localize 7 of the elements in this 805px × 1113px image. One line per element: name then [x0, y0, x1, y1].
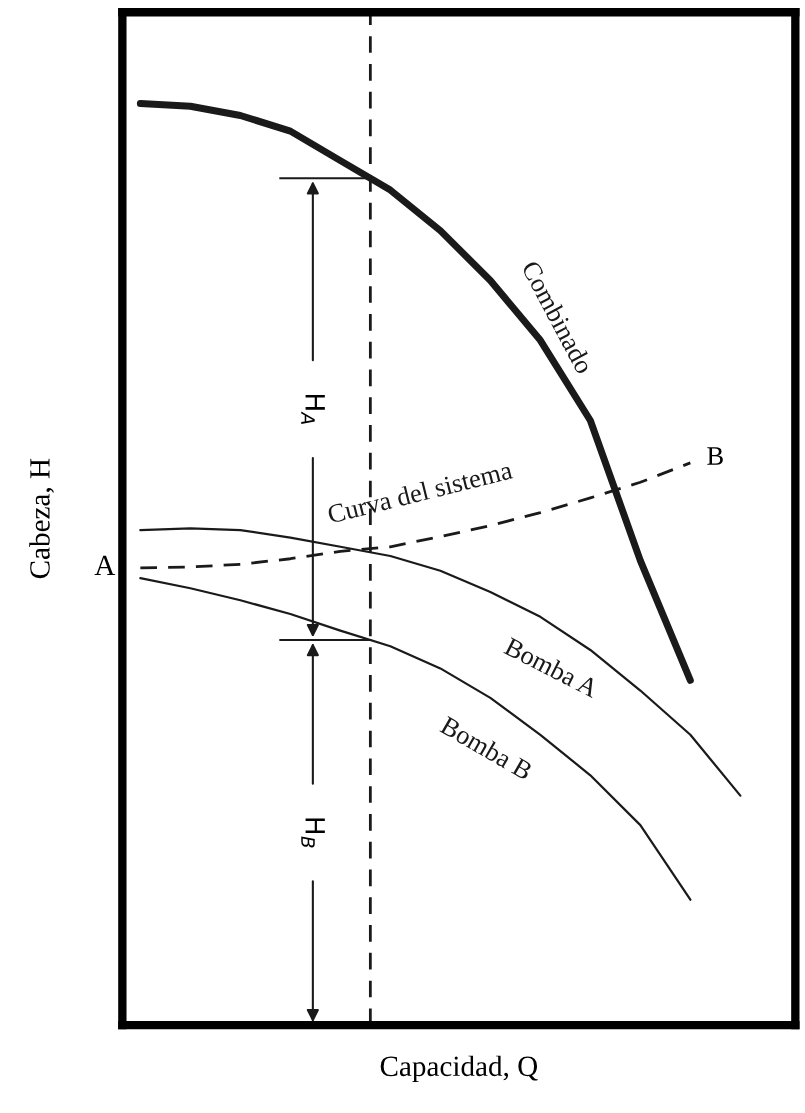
annotation: B: [707, 447, 723, 465]
x-axis-title: Capacidad, Q: [380, 1055, 538, 1083]
y-axis-title: Cabeza, H: [29, 458, 54, 579]
annotation: H$_{A}$: [301, 395, 325, 424]
annotation: H$_{B}$: [301, 818, 325, 848]
text: Curva del sistema: [326, 460, 514, 524]
text: A: [94, 555, 116, 575]
